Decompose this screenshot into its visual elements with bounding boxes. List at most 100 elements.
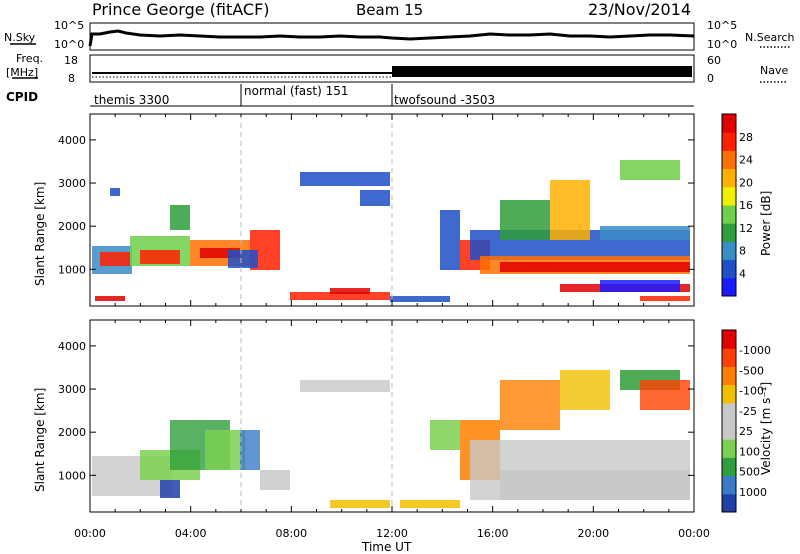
echo-patch [140,250,180,264]
freq-tick-bottom: 8 [68,72,75,85]
station-title: Prince George (fitACF) [92,0,270,19]
colorbar-swatch [722,475,736,495]
panel1-colorbar-tick-1: 500 [739,466,760,479]
panel0-colorbar-tick-0: 4 [739,267,746,280]
echo-patch [100,252,130,266]
colorbar-swatch [722,150,736,170]
right-power-tick-top: 10^5 [707,19,737,32]
panel1-ytick-3: 4000 [58,340,86,353]
colorbar-swatch [722,132,736,151]
nsky-label: N.Sky [4,31,36,44]
echo-patch [500,262,690,272]
panel1-ytick-0: 1000 [58,469,86,482]
echo-patch [360,190,390,206]
freq-label-1: Freq. [16,52,43,65]
right-power-tick-bottom: 10^0 [707,38,737,51]
freq-label-2: [MHz] [6,66,38,79]
echo-patch [260,470,290,490]
cpid-label: CPID [6,90,38,104]
echo-patch [160,480,180,498]
power-ylabel: Slant Range [km] [33,182,47,286]
echo-patch [290,292,390,300]
panel1-colorbar-tick-5: -100 [739,385,764,398]
power-colorbar: 4 8 12 16 20 24 28 [721,113,753,297]
x-tick-3: 12:00 [376,527,408,540]
panel0-colorbar-tick-2: 12 [739,222,753,235]
echo-patch [430,420,460,450]
echo-patch [440,210,460,270]
panel1-colorbar-tick-2: 100 [739,445,760,458]
panel0-colorbar-tick-1: 8 [739,245,746,258]
cpid-segment-2: normal (fast) 151 [244,84,348,98]
colorbar-swatch [722,168,736,188]
echo-patch [620,160,680,180]
velocity-ylabel: Slant Range [km] [33,388,47,492]
cpid-segment-3: twofsound -3503 [394,93,495,107]
panel1-colorbar-tick-7: -1000 [739,344,771,357]
power-echoes [92,160,690,302]
echo-patch [400,500,460,508]
echo-patch [500,470,690,500]
velocity-colorbar: 1000 500 100 25 -25 -100 -500 -1000 [721,329,771,513]
colorbar-swatch [722,402,736,422]
cpid-segment-1: themis 3300 [94,93,169,107]
velocity-echoes [92,370,690,508]
echo-patch [500,380,560,430]
echo-patch [330,500,390,508]
panel1-colorbar-tick-6: -500 [739,364,764,377]
echo-patch [640,380,690,410]
x-tick-1: 04:00 [175,527,207,540]
echo-patch [300,172,390,186]
echo-patch [200,248,240,258]
colorbar-swatch [722,493,736,513]
echo-patch [205,430,245,470]
nsearch-label: N.Search [745,31,795,44]
beam-title: Beam 15 [356,1,423,19]
noise-trace [88,29,695,47]
colorbar-swatch [722,457,736,477]
echo-patch [550,180,590,240]
colorbar-swatch [722,421,736,440]
x-axis-label: Time UT [361,540,412,554]
colorbar-swatch [722,366,736,386]
panel0-ytick-3: 4000 [58,134,86,147]
date-title: 23/Nov/2014 [588,0,691,19]
echo-patch [110,188,120,196]
colorbar-swatch [722,186,736,206]
colorbar-swatch [722,384,736,404]
echo-patch [600,280,680,292]
echo-patch [390,296,450,302]
echo-patch [500,200,550,240]
nave-label: Nave [760,64,788,77]
panel0-colorbar-tick-6: 28 [739,131,753,144]
x-tick-2: 08:00 [275,527,307,540]
time-axis: 00:00 04:00 08:00 12:00 16:00 20:00 00:00 [74,527,710,540]
echo-patch [95,296,125,301]
colorbar-swatch [722,330,736,349]
panel1-colorbar-tick-4: -25 [739,405,757,418]
panel1-colorbar-tick-0: 1000 [739,486,767,499]
colorbar-swatch [722,259,736,279]
x-tick-0: 00:00 [74,527,106,540]
panel0-colorbar-tick-3: 16 [739,199,753,212]
nave-tick-top: 60 [707,54,721,67]
panel0-colorbar-tick-5: 24 [739,154,753,167]
power-panel: 1000 2000 3000 4000 Slant Range [km] 4 8 12 16… [33,113,773,307]
echo-patch [300,380,390,392]
x-tick-6: 00:00 [678,527,710,540]
echo-patch [640,296,690,301]
colorbar-swatch [722,439,736,458]
panel0-colorbar-tick-4: 20 [739,176,753,189]
velocity-panel: 1000 2000 3000 4000 Slant Range [km] 1000 50… [33,319,773,513]
colorbar-swatch [722,114,736,133]
x-tick-5: 20:00 [577,527,609,540]
x-tick-4: 16:00 [477,527,509,540]
echo-patch [240,430,260,470]
panel1-colorbar-tick-3: 25 [739,425,753,438]
echo-patch [560,370,610,410]
power-colorbar-label: Power [dB] [759,191,773,256]
echo-patch [330,288,370,294]
echo-patch [228,250,258,268]
panel1-ytick-2: 3000 [58,383,86,396]
